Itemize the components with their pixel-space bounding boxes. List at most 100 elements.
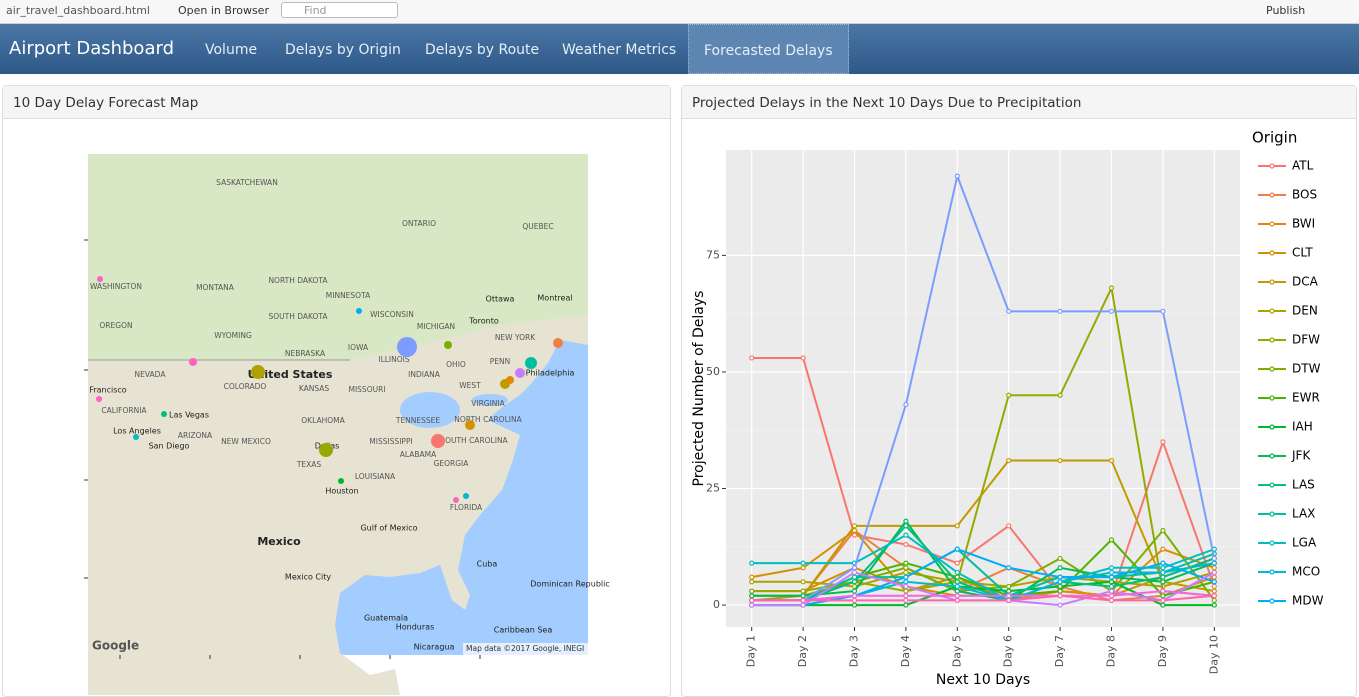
data-point — [903, 560, 909, 566]
data-point — [1108, 537, 1115, 543]
data-point — [1160, 527, 1166, 534]
map-label: OREGON — [99, 321, 132, 330]
map-label: Dominican Republic — [530, 580, 609, 589]
x-tick-label: Day 6 — [1002, 635, 1015, 667]
data-point — [1006, 583, 1012, 590]
data-point — [903, 541, 909, 548]
x-tick-label: Day 7 — [1053, 635, 1066, 667]
file-name: air_travel_dashboard.html — [6, 4, 150, 17]
data-point — [903, 597, 909, 604]
map-label: NEBRASKA — [285, 349, 326, 358]
canada-land — [88, 154, 588, 360]
data-point — [954, 546, 960, 552]
map-label: Los Angeles — [113, 427, 161, 436]
data-point — [1211, 579, 1217, 585]
legend-swatch-point — [1269, 308, 1275, 314]
map-label: Cuba — [477, 560, 498, 569]
y-axis-title: Projected Number of Delays — [691, 291, 707, 487]
legend-label: MCO — [1292, 565, 1320, 579]
legend-label: ATL — [1292, 159, 1314, 173]
airport-bubble — [463, 493, 469, 499]
map-label: SASKATCHEWAN — [216, 178, 278, 187]
airport-bubble — [97, 276, 103, 282]
x-tick-label: Day 2 — [796, 635, 809, 667]
x-tick-label: Day 4 — [899, 635, 912, 667]
map-label: WASHINGTON — [90, 282, 142, 291]
data-point — [1006, 308, 1012, 314]
nav-tab[interactable]: Volume — [205, 42, 258, 58]
data-point — [800, 565, 806, 571]
map-label: ARIZONA — [178, 431, 213, 440]
airport-bubble — [338, 478, 344, 484]
map-label: MICHIGAN — [417, 322, 455, 331]
data-point — [954, 523, 960, 529]
legend-swatch-point — [1269, 163, 1275, 169]
data-point — [1006, 593, 1012, 599]
legend-swatch-point — [1269, 540, 1275, 546]
map-label: Mexico City — [285, 573, 331, 582]
data-point — [1108, 583, 1115, 590]
nav-tab[interactable]: Delays by Origin — [285, 42, 401, 58]
data-point — [903, 602, 909, 608]
airport-bubble — [506, 376, 514, 384]
data-point — [1160, 546, 1166, 552]
nav-tab[interactable]: Delays by Route — [425, 42, 540, 58]
data-point — [1006, 457, 1012, 464]
map-label: NORTH DAKOTA — [268, 276, 328, 285]
data-point — [1108, 588, 1115, 594]
map-label: TENNESSEE — [395, 416, 441, 425]
browser-toolbar: air_travel_dashboard.html Open in Browse… — [0, 0, 1359, 24]
series-line — [751, 172, 1216, 602]
open-in-browser[interactable]: Open in Browser — [178, 4, 269, 17]
data-point — [1211, 565, 1217, 571]
airport-bubble — [319, 443, 333, 457]
map-label: Guatemala — [364, 614, 408, 623]
data-point — [1160, 439, 1166, 445]
x-tick-label: Day 1 — [745, 635, 758, 667]
legend-label: JFK — [1291, 449, 1311, 463]
map-label: NEVADA — [135, 370, 167, 379]
map-label: MONTANA — [196, 283, 235, 292]
legend-label: BOS — [1292, 188, 1317, 202]
data-point — [903, 401, 909, 408]
find-input[interactable]: Find — [281, 2, 398, 18]
data-point — [1160, 597, 1166, 604]
data-point — [1211, 574, 1217, 580]
data-point — [903, 593, 909, 599]
data-point — [1160, 602, 1166, 608]
airport-bubble — [453, 497, 459, 503]
map-label: Montreal — [537, 294, 572, 303]
nav-tab[interactable]: Forecasted Delays — [688, 24, 849, 74]
map-label: MINNESOTA — [326, 291, 371, 300]
legend-swatch-point — [1269, 337, 1275, 343]
legend-label: BWI — [1292, 217, 1315, 231]
data-point — [1057, 392, 1063, 398]
publish-button[interactable]: Publish — [1266, 4, 1306, 17]
data-point — [954, 574, 960, 580]
nav-tab[interactable]: Weather Metrics — [562, 42, 677, 58]
data-point — [954, 593, 960, 599]
data-point — [1057, 565, 1063, 571]
data-point — [851, 532, 858, 538]
brand[interactable]: Airport Dashboard — [9, 38, 174, 59]
map-label: ALABAMA — [400, 450, 437, 459]
data-point — [1211, 602, 1217, 608]
airport-bubble — [189, 358, 197, 366]
data-point — [1211, 560, 1217, 566]
data-point — [903, 565, 909, 571]
data-point — [800, 355, 806, 361]
map-label: LOUISIANA — [355, 472, 396, 481]
data-point — [1006, 523, 1012, 529]
panel-title: 10 Day Delay Forecast Map — [3, 86, 670, 119]
data-point — [1211, 555, 1217, 562]
legend-swatch-point — [1269, 482, 1275, 488]
data-point — [1057, 583, 1063, 590]
map-label: Ottawa — [486, 295, 515, 304]
data-point — [1057, 579, 1063, 585]
data-point — [1057, 555, 1063, 562]
airport-bubble — [553, 338, 563, 348]
data-point — [1057, 457, 1063, 464]
data-point — [1160, 569, 1166, 576]
data-point — [749, 602, 755, 608]
panel-title: Projected Delays in the Next 10 Days Due… — [682, 86, 1356, 119]
